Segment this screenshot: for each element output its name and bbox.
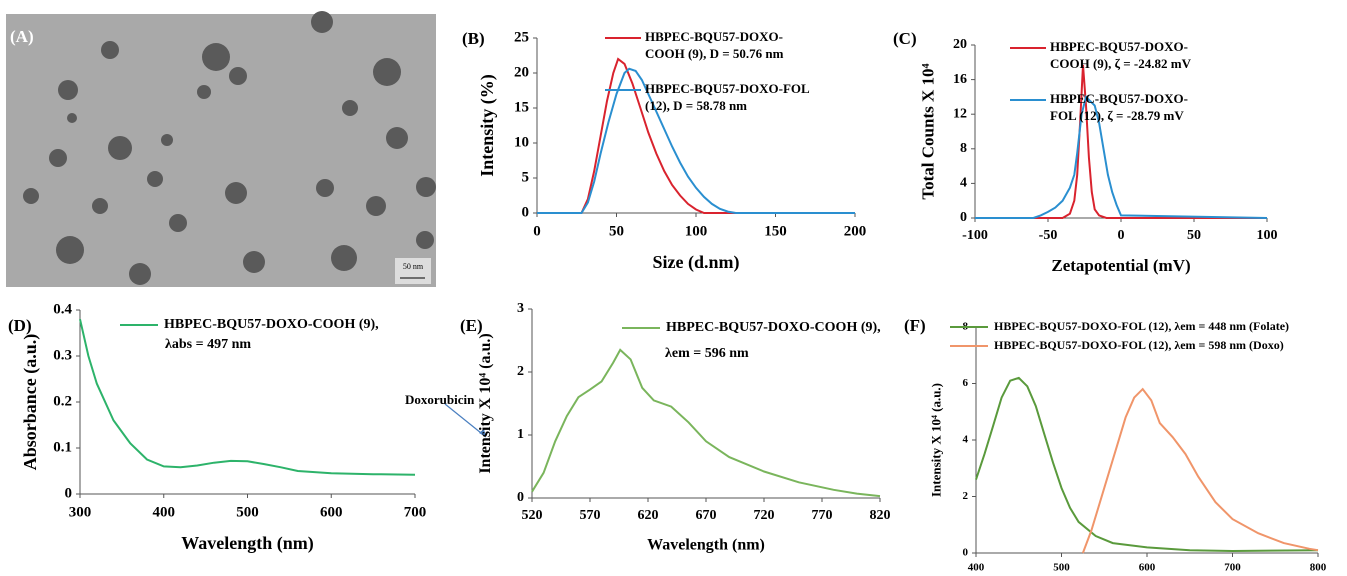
x-tick-label: 500 [1053,562,1070,574]
data-line [532,350,880,496]
annotation: Doxorubicin [405,392,475,407]
y-tick-label: 0.4 [53,301,72,317]
x-tick-label: -50 [1039,228,1058,243]
y-tick-label: 4 [963,434,969,446]
data-line [1083,389,1318,553]
panel: (F)02468400500600700800Wavelength (nm)In… [904,316,1327,576]
panel-label: (C) [893,29,917,48]
data-line [976,378,1318,551]
y-tick-label: 0.2 [53,393,72,409]
x-tick-label: 820 [870,508,891,523]
panel-label: (D) [8,316,32,335]
y-tick-label: 16 [953,72,967,87]
legend-label: HBPEC-BQU57-DOXO-FOL (12), λem = 448 nm … [994,319,1289,333]
x-tick-label: 800 [1310,562,1327,574]
figure: (A) 50 nm (B)0510152025050100150200Size … [0,0,1347,576]
scale-label: 50 nm [403,262,424,271]
y-tick-label: 5 [522,169,530,185]
legend-label: HBPEC-BQU57-DOXO-COOH (9), D = 50.76 nm [645,28,817,62]
x-tick-label: 200 [844,223,867,239]
panel-label: (A) [10,27,34,46]
y-tick-label: 2 [517,364,524,379]
x-tick-label: 700 [404,504,427,520]
y-tick-label: 8 [960,141,967,156]
y-tick-label: 0.3 [53,347,72,363]
legend-box: HBPEC-BQU57-DOXO-COOH (9), D = 50.76 nm [645,28,875,68]
panel-label: (B) [462,29,485,48]
x-tick-label: 100 [1257,228,1278,243]
y-axis-title: Intensity (%) [477,74,498,177]
x-tick-label: 50 [609,223,624,239]
y-tick-label: 0 [960,210,967,225]
y-tick-label: 0 [963,547,969,559]
y-tick-label: 0 [522,204,530,220]
x-tick-label: 520 [522,508,543,523]
x-axis-title: Zetapotential (mV) [1051,256,1190,275]
y-tick-label: 20 [514,64,529,80]
legend-label: HBPEC-BQU57-DOXO-FOL (12), ζ = -28.79 mV [1050,90,1200,124]
y-tick-label: 6 [963,377,969,389]
x-axis-title: Size (d.nm) [653,252,740,273]
y-tick-label: 3 [517,301,524,316]
x-tick-label: 300 [69,504,92,520]
x-tick-label: 400 [153,504,176,520]
y-tick-label: 20 [953,37,967,52]
x-axis-title: Wavelength (nm) [181,533,314,554]
y-tick-label: 0 [65,485,73,501]
tem-image: (A) 50 nm [6,11,436,287]
x-tick-label: 570 [580,508,601,523]
x-tick-label: 770 [812,508,833,523]
x-tick-label: 100 [685,223,708,239]
legend-label: HBPEC-BQU57-DOXO-COOH (9), [666,320,881,335]
legend-box: HBPEC-BQU57-DOXO-FOL (12), D = 58.78 nm [645,80,875,120]
panel: (D) 0 0.1 0.2 0.3 0.4 300 400 500 600 700 Wavelengt… [8,301,486,554]
y-tick-label: 0.1 [53,439,72,455]
panel-label: (F) [904,316,926,335]
legend-label: HBPEC-BQU57-DOXO-COOH (9), [164,317,379,332]
x-tick-label: -100 [962,228,988,243]
legend-label: HBPEC-BQU57-DOXO-FOL (12), D = 58.78 nm [645,80,817,114]
data-line [975,65,1267,218]
panel: (B) 0 5 10 15 20 25 0 50 100 150 200 Size (d.nm) Inte… [462,28,875,273]
y-tick-label: 25 [514,29,529,45]
x-tick-label: 50 [1187,228,1201,243]
panel-label: (E) [460,316,483,335]
x-axis-title: Wavelength (nm) [647,537,765,554]
y-axis-title: Absorbance (a.u.) [20,334,41,471]
x-tick-label: 600 [1139,562,1156,574]
x-tick-label: 0 [1118,228,1125,243]
x-tick-label: 620 [638,508,659,523]
x-tick-label: 720 [754,508,775,523]
y-tick-label: 0 [517,490,524,505]
x-tick-label: 0 [533,223,541,239]
x-tick-label: 700 [1224,562,1241,574]
y-tick-label: 10 [514,134,529,150]
legend-box: HBPEC-BQU57-DOXO-FOL (12), ζ = -28.79 mV [1050,90,1240,130]
legend-box: HBPEC-BQU57-DOXO-COOH (9), ζ = -24.82 mV [1050,38,1240,78]
panel: (C) 0 4 8 12 16 20 -100 -50 0 50 100 Zetapotential (… [893,29,1278,275]
panel: (E) 0 1 2 3 520 570 620 670 720 770 820 Wavelength (… [460,301,891,553]
x-tick-label: 500 [236,504,259,520]
y-tick-label: 2 [963,490,969,502]
x-tick-label: 670 [696,508,717,523]
y-tick-label: 4 [960,176,967,191]
y-axis-title: Intensity X 10⁴ (a.u.) [929,383,944,497]
x-tick-label: 150 [764,223,787,239]
y-tick-label: 1 [517,427,524,442]
x-tick-label: 400 [968,562,985,574]
annotation: λabs = 497 nm [165,337,251,352]
legend-label: HBPEC-BQU57-DOXO-COOH (9), ζ = -24.82 mV [1050,38,1200,72]
annotation: λem = 596 nm [665,346,749,361]
legend-label: HBPEC-BQU57-DOXO-FOL (12), λem = 598 nm … [994,338,1284,352]
y-tick-label: 12 [953,106,967,121]
y-axis-title: Total Counts X 10⁴ [918,63,937,199]
y-axis-title: Intensity X 10⁴ (a.u.) [477,333,494,473]
y-tick-label: 15 [514,99,529,115]
x-tick-label: 600 [320,504,343,520]
